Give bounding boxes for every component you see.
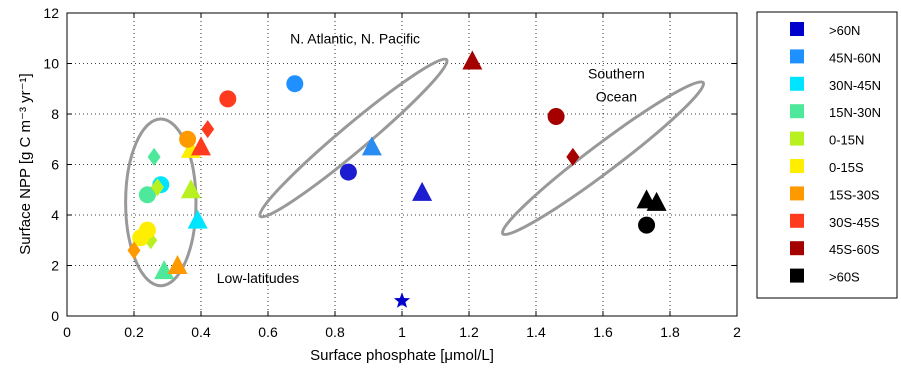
annotation-text: Ocean [596, 88, 637, 104]
legend-label: 15N-30N [829, 105, 881, 120]
x-tick-label: 0.2 [124, 324, 144, 340]
annotations: N. Atlantic, N. Pacific Southern Ocean Low-… [217, 30, 645, 286]
data-point-circle [138, 186, 156, 204]
annotation-text: Low-latitudes [217, 270, 300, 286]
group-ellipse [500, 80, 706, 237]
x-tick-label: 2 [733, 324, 741, 340]
x-axis-label: Surface phosphate [μmol/L] [310, 347, 494, 364]
data-point-circle [638, 216, 656, 234]
data-point-triangle [187, 209, 208, 229]
data-point-circle [179, 130, 197, 148]
y-axis-label: Surface NPP [g C m⁻³ yr⁻¹] [17, 73, 34, 254]
data-points [127, 50, 667, 308]
x-tick-label: 0 [63, 324, 71, 340]
y-tick-label: 12 [43, 5, 59, 21]
legend-swatch [790, 76, 804, 91]
data-point-diamond [147, 147, 161, 166]
data-point-triangle [412, 181, 433, 201]
data-point-triangle [462, 50, 483, 70]
x-tick-label: 0.8 [325, 324, 345, 340]
group-ellipse [258, 57, 449, 219]
legend-box [756, 11, 898, 299]
annotation-text: Southern [588, 66, 645, 82]
x-tick-label: 1 [398, 324, 406, 340]
data-point-circle [286, 75, 304, 93]
legend-swatch [790, 268, 804, 283]
legend-label: >60S [829, 270, 860, 285]
data-point-star [393, 292, 411, 308]
legend-label: 0-15N [829, 133, 864, 148]
legend-swatch [790, 213, 804, 228]
legend-label: 30N-45N [829, 78, 881, 93]
y-tick-label: 2 [51, 258, 59, 274]
data-point-circle [132, 229, 150, 247]
data-point-triangle [191, 136, 211, 156]
y-tick-label: 8 [51, 106, 59, 122]
legend-label: 45S-60S [829, 242, 880, 257]
grid [67, 13, 737, 316]
legend-label: 15S-30S [829, 187, 880, 202]
data-point-circle [339, 163, 357, 181]
legend-swatch [790, 241, 804, 256]
legend-swatch [790, 131, 804, 146]
x-tick-label: 0.6 [258, 324, 278, 340]
data-point-diamond [201, 120, 215, 139]
x-tick-label: 0.4 [191, 324, 211, 340]
annotation-text: N. Atlantic, N. Pacific [290, 30, 420, 46]
y-tick-label: 10 [43, 56, 59, 72]
data-point-triangle [361, 136, 382, 156]
data-point-circle [547, 108, 565, 126]
group-ellipses [124, 57, 706, 288]
legend: >60N 45N-60N 30N-45N 15N-30N 0-15N 0-15S 15S-3… [756, 11, 898, 299]
data-point-triangle [180, 179, 201, 199]
legend-swatch [790, 186, 804, 201]
y-tick-label: 4 [51, 207, 59, 223]
data-point-diamond [566, 147, 580, 166]
legend-swatch [790, 49, 804, 64]
data-point-diamond [150, 178, 164, 197]
legend-swatch [790, 159, 804, 173]
legend-swatch [790, 22, 804, 36]
x-tick-label: 1.4 [526, 324, 546, 340]
axis-ticks: 0 0.2 0.4 0.6 0.8 1 1.2 1.4 1.6 1.8 2 0 2 4 6 8 10 12 [43, 5, 741, 340]
legend-label: 0-15S [829, 160, 864, 175]
data-point-diamond [127, 241, 141, 260]
group-ellipse [124, 117, 198, 288]
y-tick-label: 6 [51, 157, 59, 173]
x-tick-label: 1.8 [660, 324, 680, 340]
legend-swatch [790, 104, 804, 119]
legend-label: 30S-45S [829, 215, 880, 230]
legend-label: 45N-60N [829, 50, 881, 65]
data-point-triangle [646, 191, 667, 211]
y-tick-label: 0 [51, 308, 59, 324]
data-point-triangle [154, 260, 175, 280]
data-point-circle [219, 90, 237, 108]
x-tick-label: 1.6 [593, 324, 613, 340]
x-tick-label: 1.2 [459, 324, 479, 340]
legend-label: >60N [829, 23, 860, 38]
data-point-triangle [167, 255, 188, 275]
